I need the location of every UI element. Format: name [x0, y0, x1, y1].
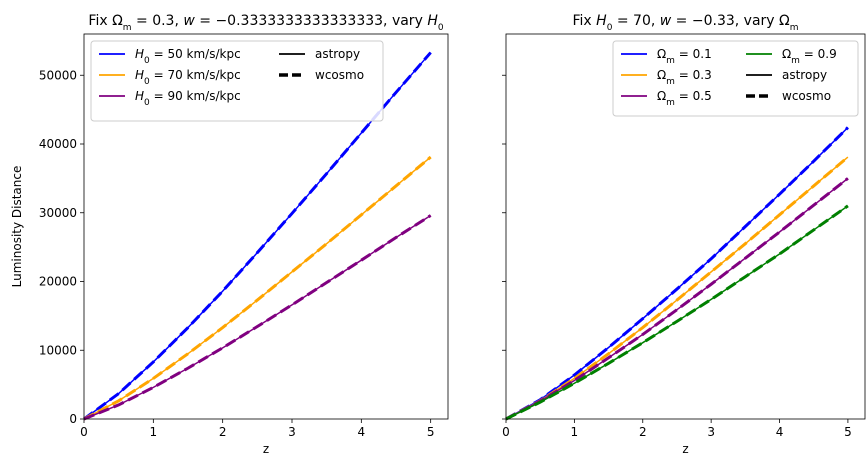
legend-label: wcosmo	[315, 68, 364, 82]
legend-label: Ωm = 0.9	[782, 47, 837, 66]
y-tick-label: 20000	[39, 275, 77, 289]
legend-label: wcosmo	[782, 89, 831, 103]
legend-label: Ωm = 0.3	[657, 68, 712, 87]
x-tick-label: 5	[844, 425, 852, 439]
x-tick-label: 2	[219, 425, 227, 439]
y-tick-label: 50000	[39, 68, 77, 82]
legend-label: H0 = 50 km/s/kpc	[135, 47, 241, 66]
legend-label: Ωm = 0.1	[657, 47, 712, 66]
legend-label: H0 = 90 km/s/kpc	[135, 89, 241, 108]
x-tick-label: 4	[358, 425, 366, 439]
x-tick-label: 3	[707, 425, 715, 439]
x-tick-label: 5	[427, 425, 435, 439]
legend-label: astropy	[782, 68, 827, 82]
series-line-0-2-wcosmo	[83, 214, 432, 421]
x-axis-label: z	[263, 442, 269, 456]
left-panel: 0 1 2 3 4 5 0 10000 20000 30000 40000 50000 z Luminos…	[10, 13, 449, 456]
x-tick-label: 1	[571, 425, 579, 439]
y-tick-label: 0	[69, 412, 77, 426]
legend-label: H0 = 70 km/s/kpc	[135, 68, 241, 87]
x-tick-label: 4	[776, 425, 784, 439]
legend-box	[612, 40, 859, 117]
x-axis-label: z	[682, 442, 688, 456]
right-panel: 0 1 2 3 4 5 z Fix H0 = 70, w = −0.33, vary Ωm Ωm…	[502, 13, 866, 456]
y-axis-label: Luminosity Distance	[10, 166, 24, 288]
series-line-0-1-wcosmo	[83, 155, 432, 421]
series-line-1-2-wcosmo	[505, 177, 849, 421]
x-tick-label: 3	[288, 425, 296, 439]
series-line-1-0-wcosmo	[505, 126, 849, 421]
x-tick-label: 2	[639, 425, 647, 439]
axes-frame	[83, 33, 449, 420]
legend: Ωm = 0.1 Ωm = 0.3 Ωm = 0.5 Ωm = 0.9 astropy w…	[612, 40, 859, 117]
x-tick-label: 1	[150, 425, 158, 439]
legend-box	[90, 40, 384, 122]
axes-frame	[505, 33, 866, 420]
legend: H0 = 50 km/s/kpc H0 = 70 km/s/kpc H0 = 90 …	[90, 40, 384, 122]
y-tick-label: 30000	[39, 206, 77, 220]
chart-title: Fix Ωm = 0.3, w = −0.3333333333333333, v…	[88, 13, 443, 33]
legend-label: astropy	[315, 47, 360, 61]
chart-title: Fix H0 = 70, w = −0.33, vary Ωm	[572, 13, 798, 33]
series-line-1-3-wcosmo	[505, 204, 849, 421]
legend-label: Ωm = 0.5	[657, 89, 712, 108]
x-tick-label: 0	[502, 425, 510, 439]
y-tick-label: 40000	[39, 137, 77, 151]
x-tick-label: 0	[80, 425, 88, 439]
y-tick-label: 10000	[39, 343, 77, 357]
